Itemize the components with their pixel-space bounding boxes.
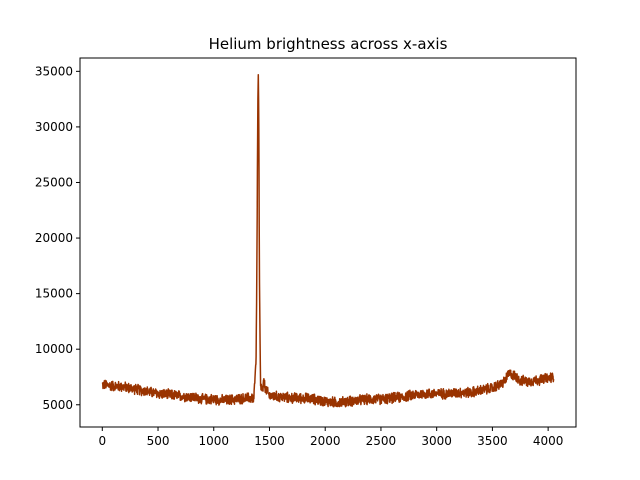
series-layer	[101, 73, 555, 408]
x-tick-label: 1000	[198, 434, 229, 448]
y-tick-label: 15000	[35, 287, 73, 301]
y-tick-label: 35000	[35, 64, 73, 78]
x-tick-label: 0	[98, 434, 106, 448]
x-tick-label: 3000	[421, 434, 452, 448]
y-axis: 5000 10000 15000 20000 25000 30000 35000	[35, 64, 80, 412]
y-tick-label: 10000	[35, 342, 73, 356]
x-tick-label: 2500	[366, 434, 397, 448]
y-tick-label: 20000	[35, 231, 73, 245]
series-line	[101, 73, 555, 408]
x-tick-label: 4000	[533, 434, 564, 448]
x-axis: 0 500 1000 1500 2000 2500 3000 3500 4000	[98, 427, 563, 448]
y-tick-label: 30000	[35, 120, 73, 134]
x-tick-label: 3500	[477, 434, 508, 448]
plot-frame	[79, 57, 577, 428]
chart-title: Helium brightness across x-axis	[209, 35, 448, 53]
y-tick-label: 5000	[42, 398, 73, 412]
y-tick-label: 25000	[35, 175, 73, 189]
x-tick-label: 2000	[310, 434, 341, 448]
x-tick-label: 500	[147, 434, 170, 448]
x-tick-label: 1500	[254, 434, 285, 448]
